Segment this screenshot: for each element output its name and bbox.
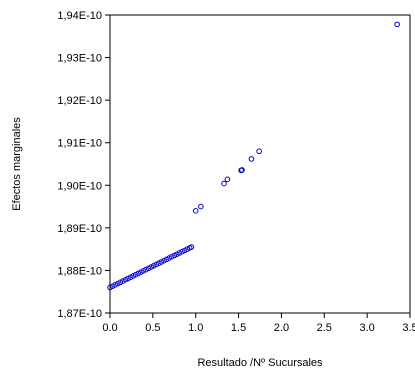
data-point [198, 203, 204, 210]
data-point [394, 21, 400, 28]
y-tick-label: 1,92E-10 [57, 95, 102, 107]
y-tick-label: 1,89E-10 [57, 223, 102, 235]
points-layer [107, 21, 400, 291]
x-tick-label: 3.0 [359, 322, 374, 334]
data-point [224, 176, 231, 183]
data-point [188, 244, 195, 250]
y-tick-label: 1,94E-10 [57, 10, 102, 22]
x-tick-label: 2.5 [317, 322, 332, 334]
x-tick-label: 3.5 [402, 322, 415, 334]
x-tick-label: 2.0 [274, 322, 289, 334]
data-point [221, 180, 227, 187]
plot-frame [109, 14, 411, 314]
y-tick-label: 1,93E-10 [57, 53, 102, 65]
x-tick-label: 0.5 [145, 322, 160, 334]
data-point [248, 156, 255, 162]
x-axis-title: Resultado /Nº Sucursales [197, 357, 323, 369]
ticks-layer: 0.0 0.5 1.0 1.5 2.0 2.5 3.0 3.5 1,87E-10 1,88E-10… [57, 10, 415, 334]
x-tick-label: 0.0 [102, 322, 117, 334]
data-point [239, 167, 245, 173]
x-tick-label: 1.5 [231, 322, 246, 334]
data-point [256, 148, 262, 155]
x-tick-label: 1.0 [188, 322, 203, 334]
y-axis-title: Efectos marginales [11, 117, 23, 211]
y-tick-label: 1,90E-10 [57, 180, 102, 192]
data-point [192, 208, 199, 214]
y-tick-label: 1,91E-10 [57, 138, 102, 150]
y-tick-label: 1,88E-10 [57, 265, 102, 277]
y-tick-label: 1,87E-10 [57, 308, 102, 320]
